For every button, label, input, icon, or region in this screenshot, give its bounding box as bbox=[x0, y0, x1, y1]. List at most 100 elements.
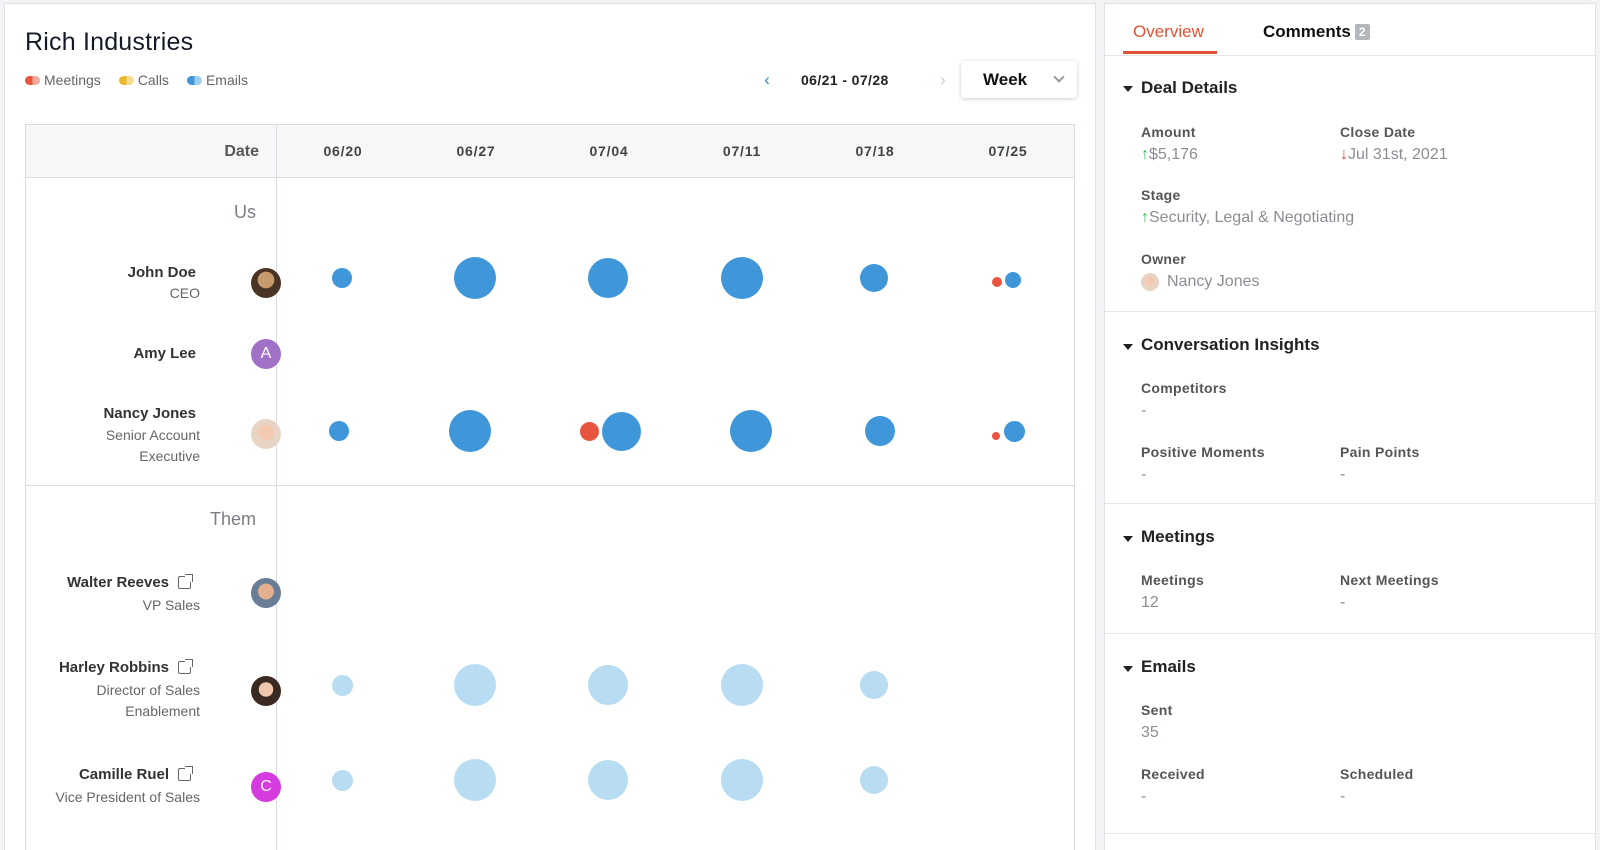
arrow-up-icon: ↑ bbox=[1141, 209, 1149, 226]
week-column-header: 07/25 bbox=[988, 143, 1028, 159]
email-activity-dot[interactable] bbox=[588, 665, 628, 705]
email-activity-dot[interactable] bbox=[721, 257, 763, 299]
person-row-john-doe[interactable]: John Doe CEO bbox=[26, 263, 281, 303]
received-value: - bbox=[1141, 788, 1147, 805]
person-role: Vice President of Sales bbox=[55, 789, 201, 805]
week-column-header: 07/04 bbox=[589, 143, 629, 159]
person-name: Walter Reeves bbox=[67, 574, 169, 591]
meeting-activity-dot[interactable] bbox=[580, 422, 599, 441]
legend-calls: Calls bbox=[118, 72, 169, 88]
meeting-activity-dot[interactable] bbox=[992, 432, 1000, 440]
email-activity-dot[interactable] bbox=[865, 416, 895, 446]
field-label: Positive Moments bbox=[1141, 444, 1265, 460]
active-tab-indicator bbox=[1123, 51, 1217, 54]
email-activity-dot[interactable] bbox=[332, 770, 353, 791]
comments-count-badge: 2 bbox=[1354, 24, 1370, 40]
person-row-harley-robbins[interactable]: Harley Robbins Director of Sales Enablem… bbox=[26, 658, 281, 724]
person-row-amy-lee[interactable]: Amy Lee A bbox=[26, 339, 281, 375]
person-row-walter-reeves[interactable]: Walter Reeves VP Sales bbox=[26, 573, 281, 613]
email-activity-dot[interactable] bbox=[329, 421, 349, 441]
week-column-header: 06/20 bbox=[323, 143, 363, 159]
field-label: Meetings bbox=[1141, 572, 1205, 588]
avatar-harley-robbins bbox=[251, 676, 281, 706]
period-value: Week bbox=[983, 70, 1028, 89]
meetings-count-value: 12 bbox=[1141, 594, 1159, 611]
email-activity-dot[interactable] bbox=[588, 760, 628, 800]
email-activity-dot[interactable] bbox=[860, 766, 888, 794]
tab-comments-label: Comments bbox=[1263, 22, 1351, 41]
email-activity-dot[interactable] bbox=[602, 412, 641, 451]
external-link-icon[interactable] bbox=[178, 766, 193, 781]
email-activity-dot[interactable] bbox=[449, 410, 491, 452]
tab-overview[interactable]: Overview bbox=[1133, 22, 1204, 41]
legend-label: Calls bbox=[137, 72, 169, 88]
email-activity-dot[interactable] bbox=[1004, 421, 1025, 442]
week-column-header: 07/11 bbox=[722, 143, 762, 159]
emails-swatch-icon bbox=[186, 75, 202, 85]
external-link-icon[interactable] bbox=[178, 659, 193, 674]
owner-value: Nancy Jones bbox=[1141, 273, 1260, 291]
tab-bar: Overview Comments 2 bbox=[1105, 4, 1595, 56]
close-date-text: Jul 31st, 2021 bbox=[1348, 146, 1448, 163]
email-activity-dot[interactable] bbox=[332, 675, 353, 696]
pain-points-value: - bbox=[1340, 466, 1346, 483]
next-range-icon[interactable]: › bbox=[940, 70, 946, 89]
email-activity-dot[interactable] bbox=[730, 410, 772, 452]
next-meetings-value: - bbox=[1340, 594, 1346, 611]
person-name: John Doe bbox=[127, 264, 196, 281]
conversation-insights-section: Conversation Insights Competitors - Posi… bbox=[1105, 312, 1595, 504]
field-label: Scheduled bbox=[1340, 766, 1414, 782]
email-activity-dot[interactable] bbox=[454, 759, 496, 801]
legend: Meetings Calls Emails bbox=[25, 72, 248, 88]
external-link-icon[interactable] bbox=[178, 574, 193, 589]
email-activity-dot[interactable] bbox=[1005, 272, 1021, 288]
stage-value: ↑Security, Legal & Negotiating bbox=[1141, 209, 1354, 227]
meetings-section: Meetings Meetings 12 Next Meetings - bbox=[1105, 504, 1595, 634]
amount-value: ↑$5,176 bbox=[1141, 146, 1198, 164]
meeting-activity-dot[interactable] bbox=[992, 277, 1002, 287]
close-date-value: ↓Jul 31st, 2021 bbox=[1340, 146, 1448, 164]
section-title[interactable]: Meetings bbox=[1141, 527, 1215, 546]
email-activity-dot[interactable] bbox=[860, 264, 888, 292]
section-title[interactable]: Deal Details bbox=[1141, 78, 1238, 97]
amount-text: $5,176 bbox=[1149, 146, 1198, 163]
email-activity-dot[interactable] bbox=[860, 671, 888, 699]
caret-down-icon[interactable] bbox=[1123, 86, 1133, 92]
caret-down-icon[interactable] bbox=[1123, 666, 1133, 672]
person-role: Senior Account Executive bbox=[105, 427, 200, 464]
person-name: Nancy Jones bbox=[103, 405, 196, 422]
emails-section: Emails Sent 35 Received - Scheduled - bbox=[1105, 634, 1595, 834]
person-row-nancy-jones[interactable]: Nancy Jones Senior Account Executive bbox=[26, 405, 281, 469]
field-label: Next Meetings bbox=[1340, 572, 1439, 588]
competitors-value: - bbox=[1141, 402, 1147, 419]
email-activity-dot[interactable] bbox=[454, 257, 496, 299]
email-activity-dot[interactable] bbox=[721, 759, 763, 801]
prev-range-icon[interactable]: ‹ bbox=[764, 70, 770, 89]
person-name: Harley Robbins bbox=[58, 659, 169, 676]
field-label: Amount bbox=[1141, 124, 1196, 140]
field-label: Sent bbox=[1141, 702, 1173, 718]
email-activity-dot[interactable] bbox=[588, 258, 628, 298]
caret-down-icon[interactable] bbox=[1123, 344, 1133, 350]
arrow-up-icon: ↑ bbox=[1141, 146, 1149, 163]
tab-comments[interactable]: Comments 2 bbox=[1263, 22, 1370, 42]
person-role: CEO bbox=[169, 285, 200, 301]
activity-grid: Date 06/20 06/27 07/04 07/11 07/18 07/25… bbox=[25, 124, 1075, 850]
legend-label: Meetings bbox=[44, 72, 101, 88]
period-select[interactable]: Week bbox=[961, 61, 1077, 98]
positive-moments-value: - bbox=[1141, 466, 1147, 483]
field-label: Competitors bbox=[1141, 380, 1227, 396]
section-title[interactable]: Conversation Insights bbox=[1141, 335, 1320, 354]
email-activity-dot[interactable] bbox=[454, 664, 496, 706]
activity-panel: Rich Industries Meetings Calls Emails ‹ … bbox=[4, 3, 1096, 850]
section-divider bbox=[26, 485, 1074, 486]
email-activity-dot[interactable] bbox=[721, 664, 763, 706]
avatar-john-doe bbox=[251, 268, 281, 298]
person-row-camille-ruel[interactable]: Camille Ruel Vice President of Sales C bbox=[26, 765, 281, 805]
caret-down-icon[interactable] bbox=[1123, 536, 1133, 542]
avatar bbox=[1141, 273, 1159, 291]
them-section-label: Them bbox=[209, 509, 256, 529]
email-activity-dot[interactable] bbox=[332, 268, 352, 288]
section-title[interactable]: Emails bbox=[1141, 657, 1196, 676]
legend-meetings: Meetings bbox=[25, 72, 101, 88]
